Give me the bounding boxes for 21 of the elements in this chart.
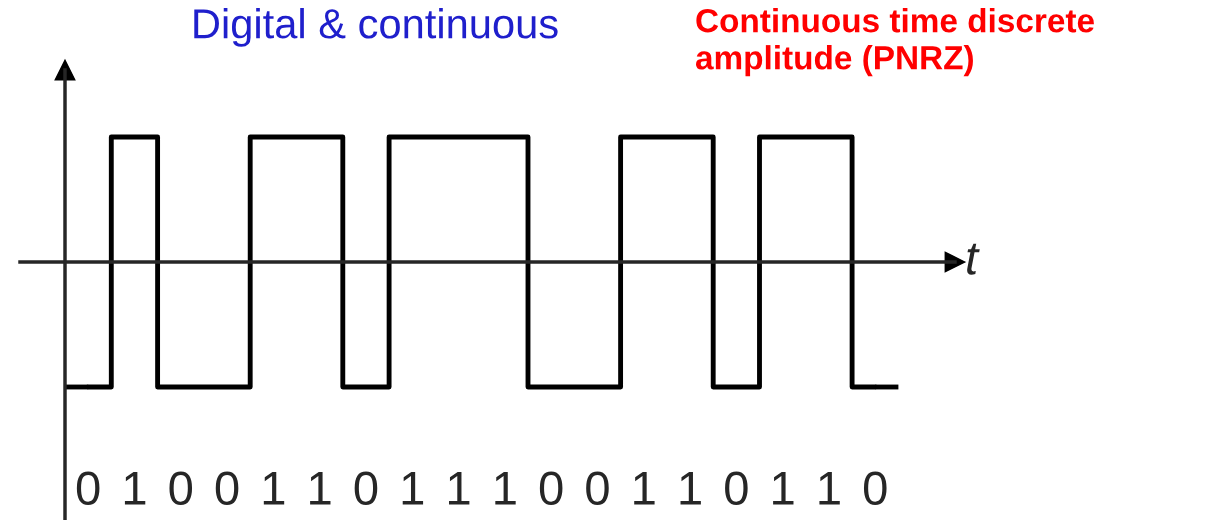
x-tick-label: 0 [725, 471, 748, 506]
x-tick-label: 0 [169, 471, 193, 506]
x-tick-label: 1 [495, 472, 516, 505]
x-tick-label: 1 [310, 472, 331, 505]
x-tick-label: 0 [215, 471, 239, 506]
x-tick-label: 1 [449, 472, 470, 505]
text: Continuous time discrete amplitude (PNRZ) [695, 8, 1094, 77]
x-tick-label: 0 [586, 471, 609, 506]
x-tick-label: 1 [819, 472, 840, 505]
chart-title: Digital & continuous [194, 8, 558, 47]
x-tick-label: 1 [124, 472, 146, 505]
x-axis-title: t [967, 243, 980, 275]
x-tick-label: 1 [773, 472, 794, 505]
x-tick-label: 0 [354, 471, 378, 506]
x-tick-label: 0 [76, 471, 100, 506]
x-tick-label: 0 [863, 471, 887, 506]
x-tick-label: 1 [263, 472, 285, 505]
x-tick-label: 1 [634, 472, 655, 505]
x-tick-label: 1 [402, 472, 424, 505]
x-tick-label: 1 [680, 472, 701, 505]
x-tick-label: 0 [539, 471, 563, 506]
